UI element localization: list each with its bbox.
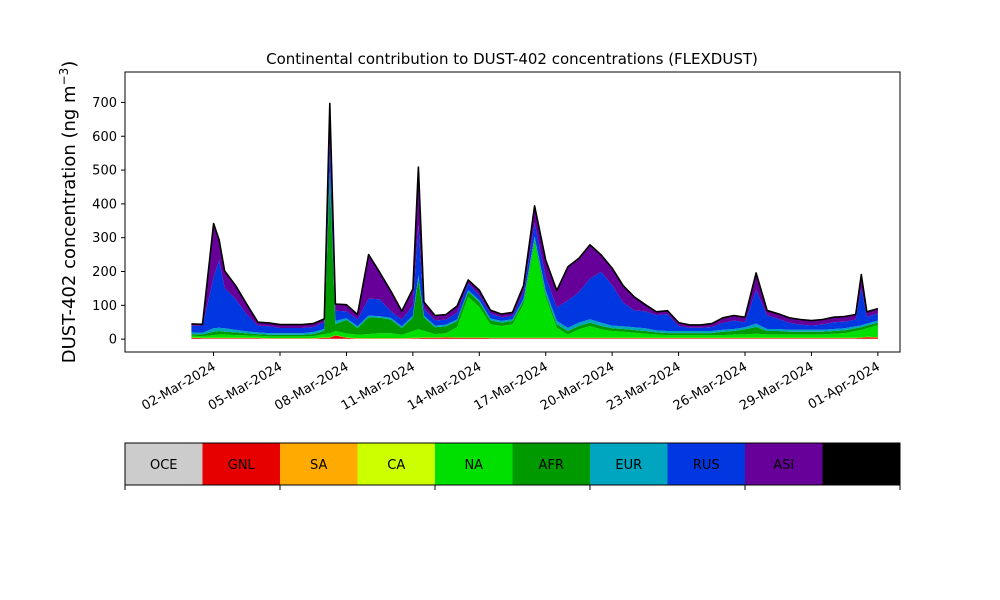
legend-frame	[124, 442, 901, 486]
legend-swatch-gnl	[202, 443, 280, 485]
area-series-gnl	[191, 335, 878, 339]
y-tick-label: 0	[109, 333, 117, 348]
legend-label-afr: AFR	[539, 458, 564, 473]
y-axis-label-superscript: −3	[57, 68, 71, 86]
legend-label-eur: EUR	[615, 458, 642, 473]
x-tick-label: 17-Mar-2024	[472, 359, 551, 413]
x-tick-label: 29-Mar-2024	[737, 359, 816, 413]
legend-swatch-eur	[590, 443, 668, 485]
legend-swatch-ca	[357, 443, 435, 485]
y-axis-label-close: )	[59, 61, 80, 68]
legend-label-rus: RUS	[693, 458, 720, 473]
x-tick-label: 05-Mar-2024	[206, 359, 285, 413]
area-series-ca	[191, 335, 878, 339]
legend-swatch-rus	[667, 443, 745, 485]
y-tick-label: 300	[92, 231, 117, 246]
y-tick-label: 200	[92, 265, 117, 280]
y-tick-label: 100	[92, 299, 117, 314]
y-tick-label: 700	[92, 96, 117, 111]
plot-frame	[124, 71, 901, 353]
legend-swatch-asi	[745, 443, 823, 485]
legend-label-aus: AUS	[848, 458, 875, 473]
legend-swatch-sa	[280, 443, 358, 485]
x-tick-label: 02-Mar-2024	[139, 359, 218, 413]
area-series-asi	[191, 103, 878, 329]
y-tick-label: 500	[92, 164, 117, 179]
legend-swatch-na	[435, 443, 513, 485]
total-line	[191, 102, 879, 326]
x-tick-label: 11-Mar-2024	[339, 359, 418, 413]
x-tick-label: 14-Mar-2024	[405, 359, 484, 413]
legend-label-sa: SA	[310, 458, 327, 473]
x-tick-label: 20-Mar-2024	[538, 359, 617, 413]
legend-label-ca: CA	[387, 458, 405, 473]
y-axis-label: DUST-402 concentration (ng m−3)	[57, 61, 80, 364]
legend-swatch-oce	[125, 443, 203, 485]
legend-label-gnl: GNL	[228, 458, 256, 473]
x-tick-label: 08-Mar-2024	[272, 359, 351, 413]
legend-label-oce: OCE	[150, 458, 178, 473]
legend: OCE GNL SA CA NA AFR EUR RUS ASI AUS	[124, 442, 901, 490]
chart-title: Continental contribution to DUST-402 con…	[266, 50, 758, 68]
legend-swatch-aus	[822, 443, 900, 485]
y-axis-label-main: DUST-402 concentration (ng m	[59, 85, 80, 363]
legend-swatch-afr	[512, 443, 590, 485]
plot-area	[191, 102, 879, 340]
x-tick-label: 23-Mar-2024	[604, 359, 683, 413]
y-tick-label: 400	[92, 197, 117, 212]
legend-label-na: NA	[464, 458, 483, 473]
area-series-afr	[191, 177, 878, 337]
x-tick-label: 01-Apr-2024	[806, 359, 883, 412]
area-series-na	[191, 243, 878, 339]
y-tick-label: 600	[92, 130, 117, 145]
x-tick-label: 26-Mar-2024	[671, 359, 750, 413]
legend-label-asi: ASI	[773, 458, 794, 473]
